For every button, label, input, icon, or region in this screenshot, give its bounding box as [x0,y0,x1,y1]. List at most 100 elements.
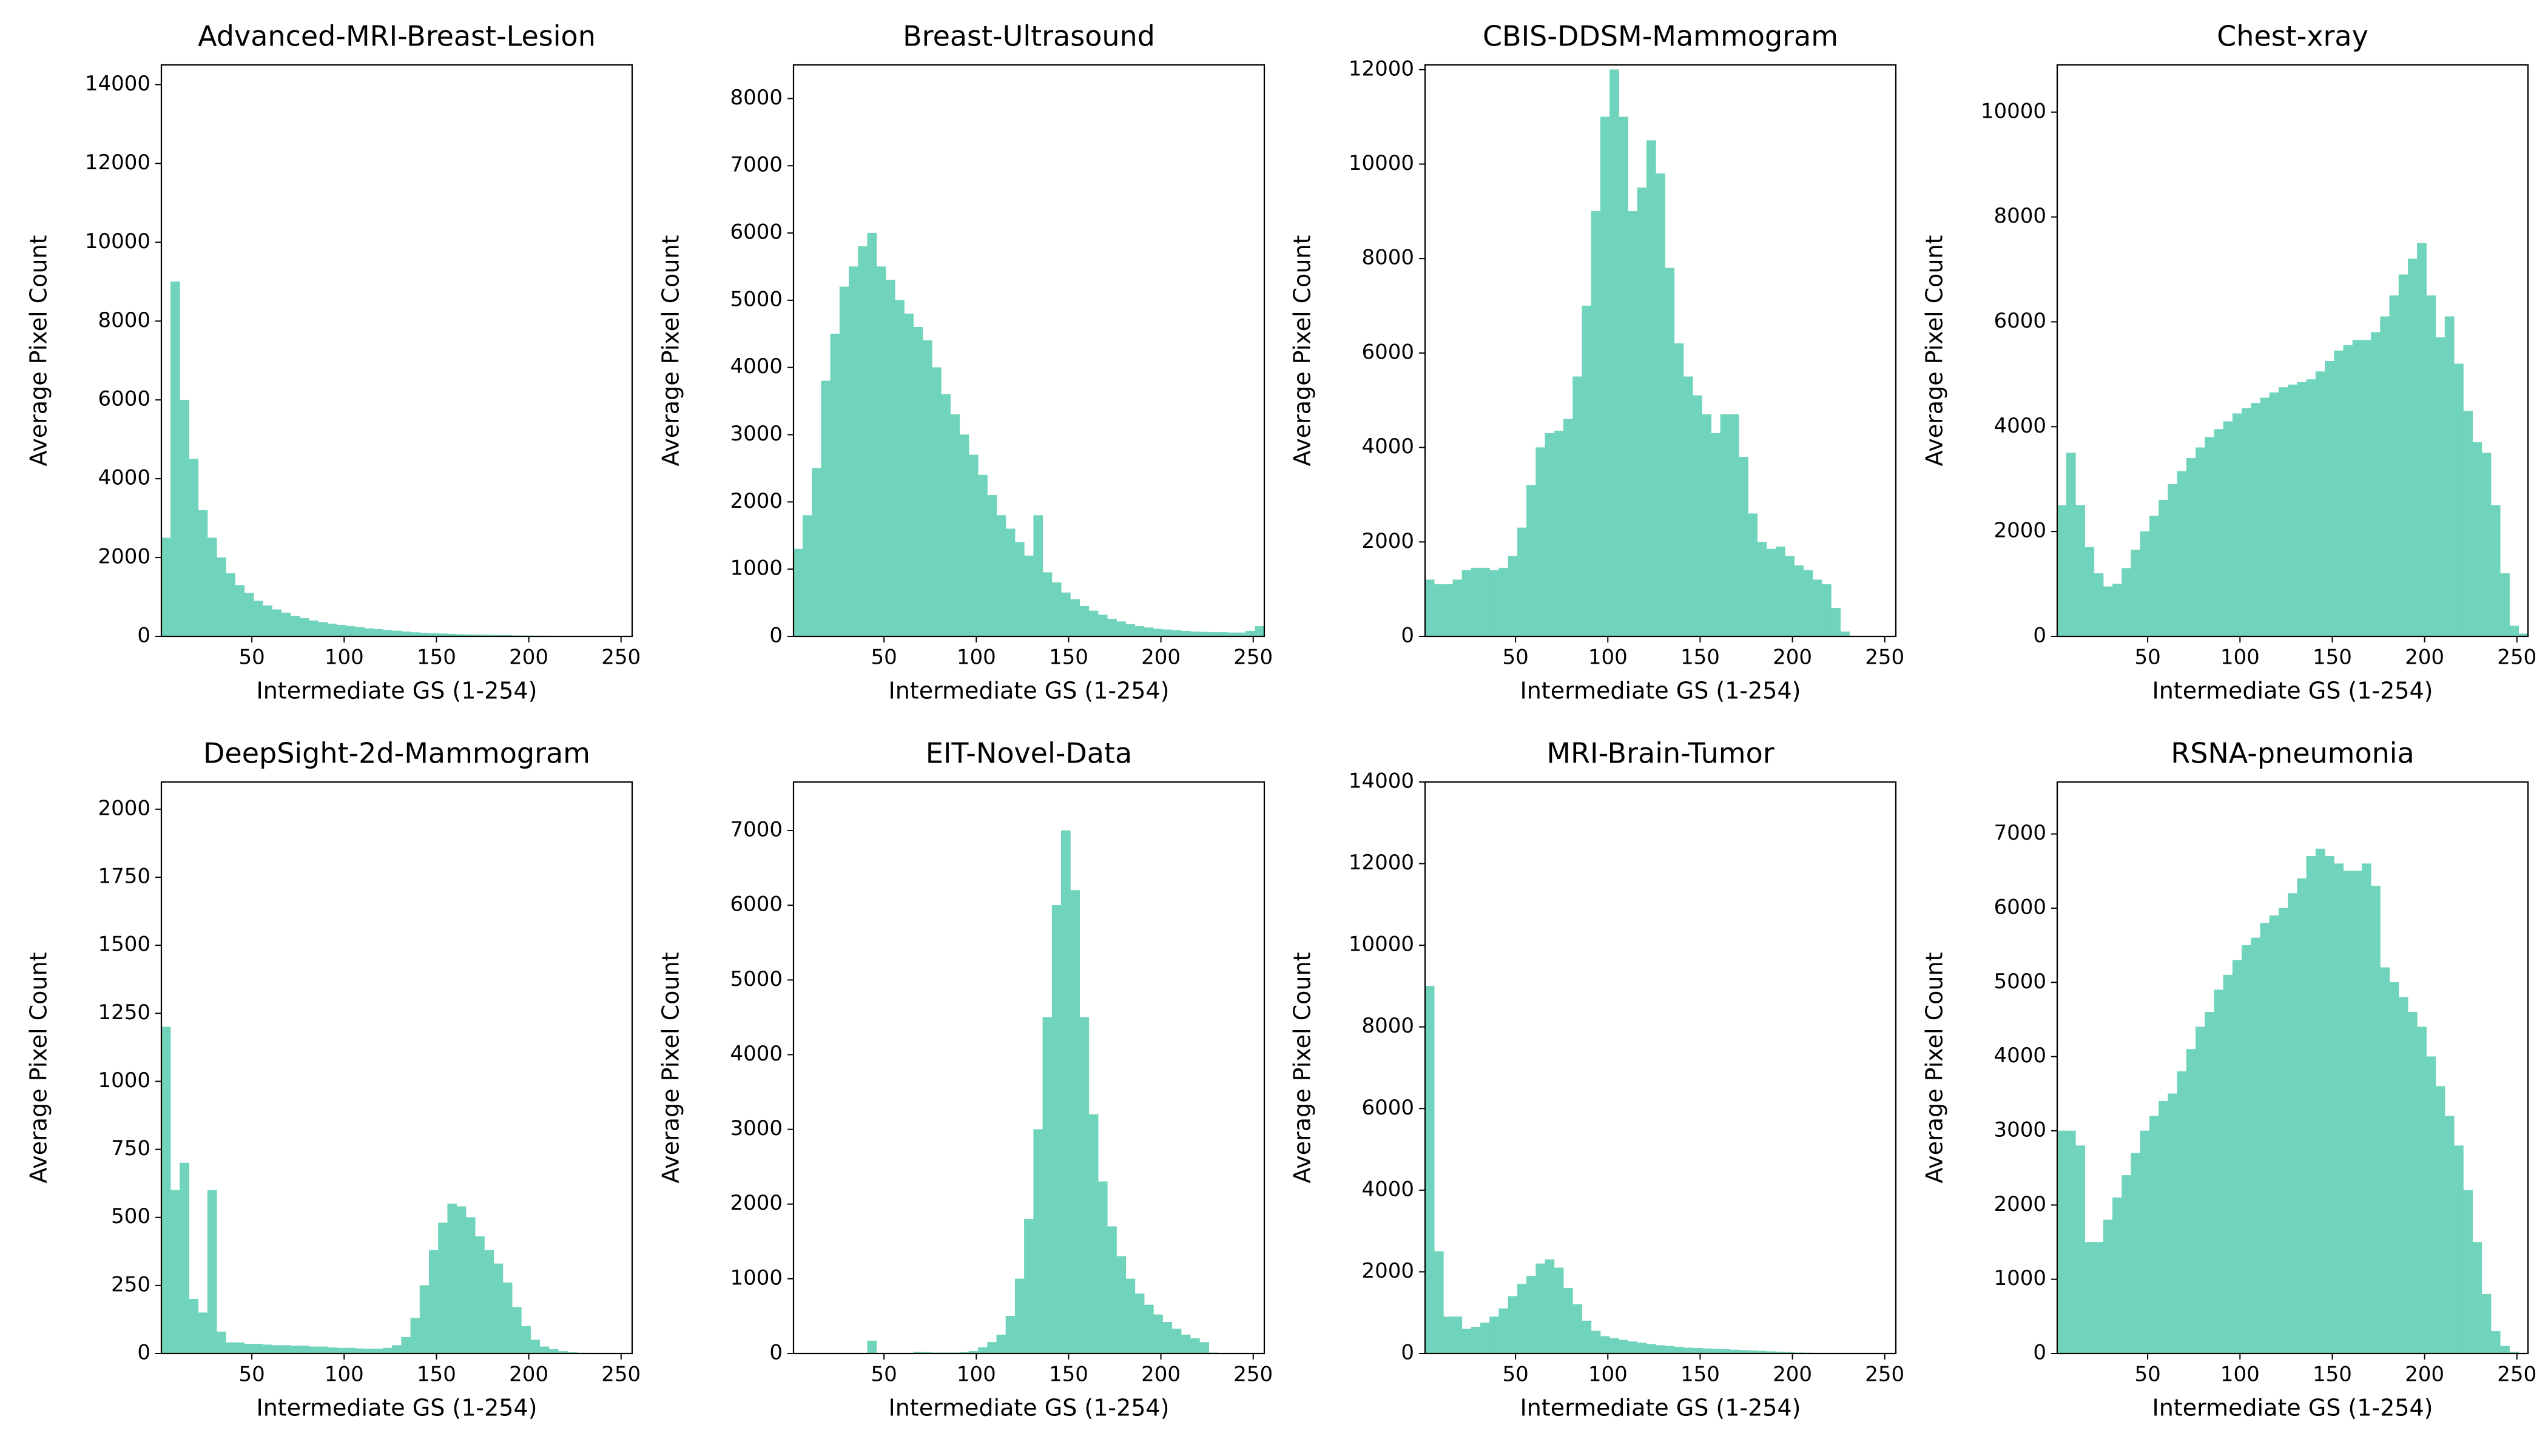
bar [2334,350,2344,637]
y-tick-label: 6000 [730,220,783,244]
bar [1775,546,1785,637]
x-tick-label: 250 [2497,645,2536,670]
bar [2380,967,2390,1354]
bar [2149,515,2159,637]
bar [950,414,960,637]
subplot: 50 100 150 200 250 0 2000 4000 6000 8000 10000 1200… [1289,20,1905,704]
bar [867,1340,877,1354]
bar [2417,243,2427,637]
bar [318,1346,328,1354]
bar [1144,1304,1154,1354]
y-tick-label: 250 [111,1272,150,1296]
bar [1646,1344,1656,1354]
bar [802,515,812,637]
bar [1088,1114,1099,1354]
bar [2168,1093,2178,1354]
bar [2306,379,2316,637]
bar [2361,863,2371,1354]
bar [1162,629,1173,637]
bar [2297,878,2307,1354]
bar [1434,584,1444,637]
x-tick-label: 50 [871,645,897,670]
y-tick-label: 3000 [1994,1117,2046,1142]
bar [2140,1130,2150,1354]
bar [1061,592,1071,637]
subplot-title: CBIS-DDSM-Mammogram [1483,20,1838,53]
y-tick-label: 2000 [1361,1259,1414,1283]
y-tick-label: 4000 [1994,1043,2046,1068]
y-tick-label: 0 [137,1341,150,1365]
subplot-title: Breast-Ultrasound [903,20,1155,53]
bar [1535,447,1546,637]
x-axis-label: Intermediate GS (1-254) [2152,678,2433,704]
bar [1646,140,1656,637]
x-tick-label: 200 [1773,1363,1812,1387]
bar [1079,605,1090,637]
bar [1144,627,1154,637]
bar [456,1206,467,1354]
bar [180,1162,189,1354]
x-axis-label: Intermediate GS (1-254) [257,678,538,704]
y-tick-label: 4000 [98,466,150,490]
bar [2334,863,2344,1354]
bar [1042,1017,1053,1354]
bar [1033,1129,1043,1354]
bar [281,612,291,637]
bar [226,573,235,637]
bar [2103,1219,2113,1354]
bar [336,1347,346,1354]
y-tick-label: 2000 [1361,529,1414,553]
bar [272,609,282,637]
bar [281,1345,291,1354]
bar [1609,69,1619,637]
bar [2251,937,2260,1354]
y-tick-label: 6000 [1994,309,2046,333]
bar [1674,1346,1684,1354]
bar [309,1346,318,1354]
bar [2242,408,2251,637]
y-axis-label: Average Pixel Count [1921,235,1948,467]
x-tick-label: 50 [2134,645,2160,670]
bar [1517,527,1527,637]
x-tick-label: 150 [1680,645,1720,670]
bar [1674,343,1684,637]
bar [1255,626,1265,637]
y-axis-label: Average Pixel Count [1289,235,1316,467]
bar [2242,945,2251,1354]
bar [2352,340,2362,637]
x-axis-label: Intermediate GS (1-254) [2152,1395,2433,1421]
bar [1471,1327,1481,1354]
bar [987,1342,997,1354]
bar [2454,363,2464,637]
bar [2177,471,2187,637]
bar [373,629,383,637]
y-tick-label: 12000 [1349,56,1414,81]
bar [2186,1049,2196,1354]
bar [226,1342,235,1354]
y-axis-label: Average Pixel Count [658,952,684,1184]
x-tick-label: 50 [2134,1363,2160,1387]
bar [346,1347,356,1354]
bar [1748,513,1758,637]
bar [2407,258,2418,637]
x-tick-label: 150 [2313,1363,2352,1387]
bar [2075,1145,2085,1354]
bar [2463,1190,2473,1354]
bar [1711,1349,1721,1354]
bar [1582,305,1592,637]
bar [189,1299,199,1354]
bar [2343,871,2353,1354]
bar [1024,555,1034,637]
bar [1443,1316,1453,1354]
y-tick-label: 14000 [85,72,150,96]
y-tick-label: 0 [2033,1341,2046,1365]
bar [392,630,402,637]
bar [1171,630,1182,637]
bar [2223,421,2233,637]
y-tick-label: 10000 [1349,932,1414,957]
bar [263,605,272,637]
y-tick-label: 0 [1401,624,1414,648]
y-tick-label: 0 [2033,624,2046,648]
y-tick-label: 5000 [730,967,783,991]
